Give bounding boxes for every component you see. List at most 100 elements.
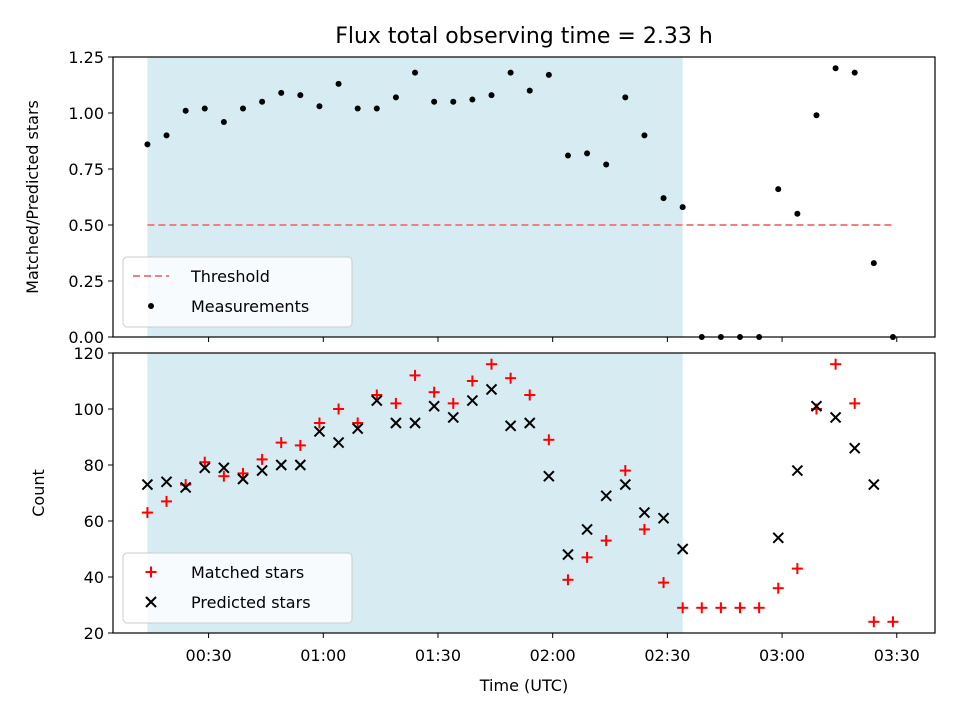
predicted-star-stroke-b [371, 394, 383, 407]
predicted-star-stroke-b [485, 383, 498, 396]
matched-star-point [237, 467, 249, 479]
matched-star-point [333, 403, 345, 415]
legend-measurement-swatch [148, 303, 154, 309]
measurement-point [641, 132, 648, 139]
matched-star-point [294, 439, 306, 451]
predicted-star-stroke-b [237, 473, 249, 485]
x-tick-label: 03:30 [874, 646, 920, 665]
predicted-star-point [772, 532, 784, 544]
measurement-point [431, 98, 438, 105]
predicted-star-point [868, 478, 880, 491]
plot-frame [112, 352, 936, 634]
measurement-point [392, 94, 399, 101]
matched-star-point [619, 465, 631, 477]
predicted-star-point [409, 417, 421, 429]
matched-star-point [562, 574, 574, 586]
measurement-point [469, 96, 476, 103]
matched-star-point [428, 386, 440, 398]
matched-star-point [887, 616, 899, 628]
predicted-star-stroke-b [868, 478, 880, 491]
x-tick-label: 02:00 [530, 646, 576, 665]
predicted-star-stroke-b [218, 462, 230, 474]
predicted-star-stroke-b [332, 436, 345, 449]
predicted-star-stroke-b [294, 459, 307, 471]
x-axis-label: Time (UTC) [479, 676, 568, 695]
y-tick-label: 0.00 [68, 328, 104, 347]
measurement-point [239, 105, 246, 112]
matched-star-point [218, 470, 230, 482]
measurement-point [354, 105, 361, 112]
legend-predicted-swatch-b [145, 596, 157, 608]
measurement-point [144, 141, 151, 148]
matched-star-point [275, 437, 287, 449]
measurement-point [660, 195, 667, 202]
y-tick-label: 0.75 [68, 160, 104, 179]
predicted-star-point [849, 442, 861, 454]
predicted-star-point [390, 417, 402, 429]
predicted-star-stroke-b [351, 422, 364, 435]
measurement-point [335, 80, 342, 87]
top-panel: 0.00 0.25 0.50 0.75 1.00 1.25 Matched/Predicte… [23, 48, 936, 347]
predicted-star-point [543, 470, 555, 482]
predicted-star-stroke-b [160, 476, 173, 488]
x-tick-label: 02:30 [644, 646, 690, 665]
measurement-point [870, 260, 877, 267]
measurement-point [373, 105, 380, 112]
legend-entry-label: Measurements [191, 297, 309, 316]
matched-star-point [830, 358, 842, 370]
y-axis-label: Matched/Predicted stars [23, 100, 42, 294]
measurement-point [507, 69, 514, 76]
measurement-point [526, 87, 533, 94]
matched-star-point [313, 417, 325, 429]
legend: Threshold Measurements [122, 256, 353, 328]
measurement-point [450, 98, 457, 105]
predicted-star-stroke-b [791, 464, 804, 477]
predicted-star-stroke-b [657, 512, 670, 524]
measurement-point [794, 210, 801, 217]
predicted-star-point [351, 422, 364, 435]
measurement-point [297, 92, 304, 99]
measurement-point [412, 69, 419, 76]
chart-title: Flux total observing time = 2.33 h [335, 24, 713, 49]
predicted-star-point [199, 462, 211, 474]
measurement-point [832, 65, 839, 72]
matched-star-point [447, 397, 459, 409]
predicted-star-stroke-b [772, 532, 784, 544]
predicted-star-point [581, 523, 593, 536]
measurement-point [622, 94, 629, 101]
predicted-star-stroke-b [562, 548, 574, 561]
matched-star-point [352, 417, 364, 429]
matched-star-point [581, 551, 593, 563]
predicted-star-point [141, 478, 154, 491]
predicted-star-point [275, 459, 287, 471]
measurement-point [545, 71, 552, 78]
predicted-star-stroke-b [409, 417, 421, 429]
matched-star-point [849, 397, 861, 409]
predicted-star-point [562, 548, 574, 561]
predicted-star-point [791, 464, 804, 477]
legend-box [122, 256, 353, 328]
measurement-point [201, 105, 208, 112]
y-tick-label: 0.50 [68, 216, 104, 235]
matched-star-point [486, 358, 498, 370]
predicted-star-stroke-b [849, 442, 861, 454]
y-tick-label: 1.00 [68, 104, 104, 123]
y-tick-label: 120 [73, 344, 104, 363]
measurement-point [851, 69, 858, 76]
measurement-point [220, 118, 227, 125]
matched-star-point [409, 369, 421, 381]
matched-star-point [524, 389, 536, 401]
predicted-star-stroke-b [179, 481, 192, 494]
matched-star-point [658, 577, 670, 589]
matched-star-point [600, 535, 612, 547]
x-tick-label: 00:30 [186, 646, 232, 665]
legend: Matched stars Predicted stars [122, 552, 353, 624]
measurement-point [813, 112, 820, 119]
predicted-star-stroke-b [638, 506, 651, 519]
matched-star-point [256, 453, 268, 465]
predicted-star-point [428, 400, 440, 412]
predicted-star-point [447, 411, 459, 424]
matched-star-point [390, 397, 402, 409]
predicted-star-point [504, 420, 517, 432]
